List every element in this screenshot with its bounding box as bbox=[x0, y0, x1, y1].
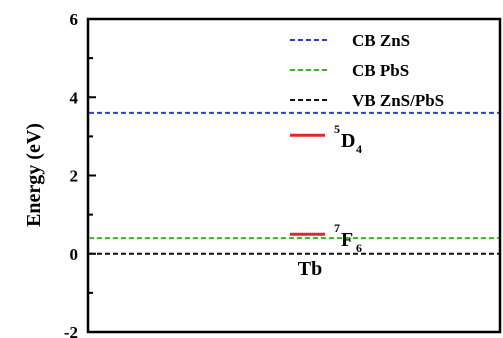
level-symbol: F bbox=[341, 229, 353, 251]
level-superscript: 7 bbox=[334, 221, 340, 235]
legend-label: VB ZnS/PbS bbox=[352, 91, 444, 110]
y-axis: -2 0 2 4 6 bbox=[64, 10, 96, 338]
plot-frame bbox=[86, 17, 502, 334]
y-axis-label: Energy (eV) bbox=[23, 123, 45, 227]
energy-level-label: 5D 4 bbox=[334, 122, 362, 156]
legend-label: CB PbS bbox=[352, 61, 409, 80]
legend: CB ZnS CB PbS VB ZnS/PbS bbox=[290, 31, 444, 110]
energy-level-label: 7F 6 bbox=[334, 221, 362, 255]
legend-label: CB ZnS bbox=[352, 31, 410, 50]
band-lines bbox=[89, 111, 499, 255]
y-tick-label: 2 bbox=[70, 167, 79, 186]
level-symbol: D bbox=[341, 130, 355, 152]
level-subscript: 6 bbox=[356, 241, 362, 255]
level-superscript: 5 bbox=[334, 122, 340, 136]
y-tick-label: 6 bbox=[70, 10, 79, 29]
y-tick-label: 4 bbox=[70, 88, 79, 107]
energy-levels: 5D 4 7F 6 bbox=[290, 122, 362, 255]
level-subscript: 4 bbox=[356, 142, 362, 156]
y-tick-label: -2 bbox=[64, 323, 78, 338]
x-category-label: Tb bbox=[298, 258, 322, 280]
y-tick-label: 0 bbox=[70, 245, 79, 264]
